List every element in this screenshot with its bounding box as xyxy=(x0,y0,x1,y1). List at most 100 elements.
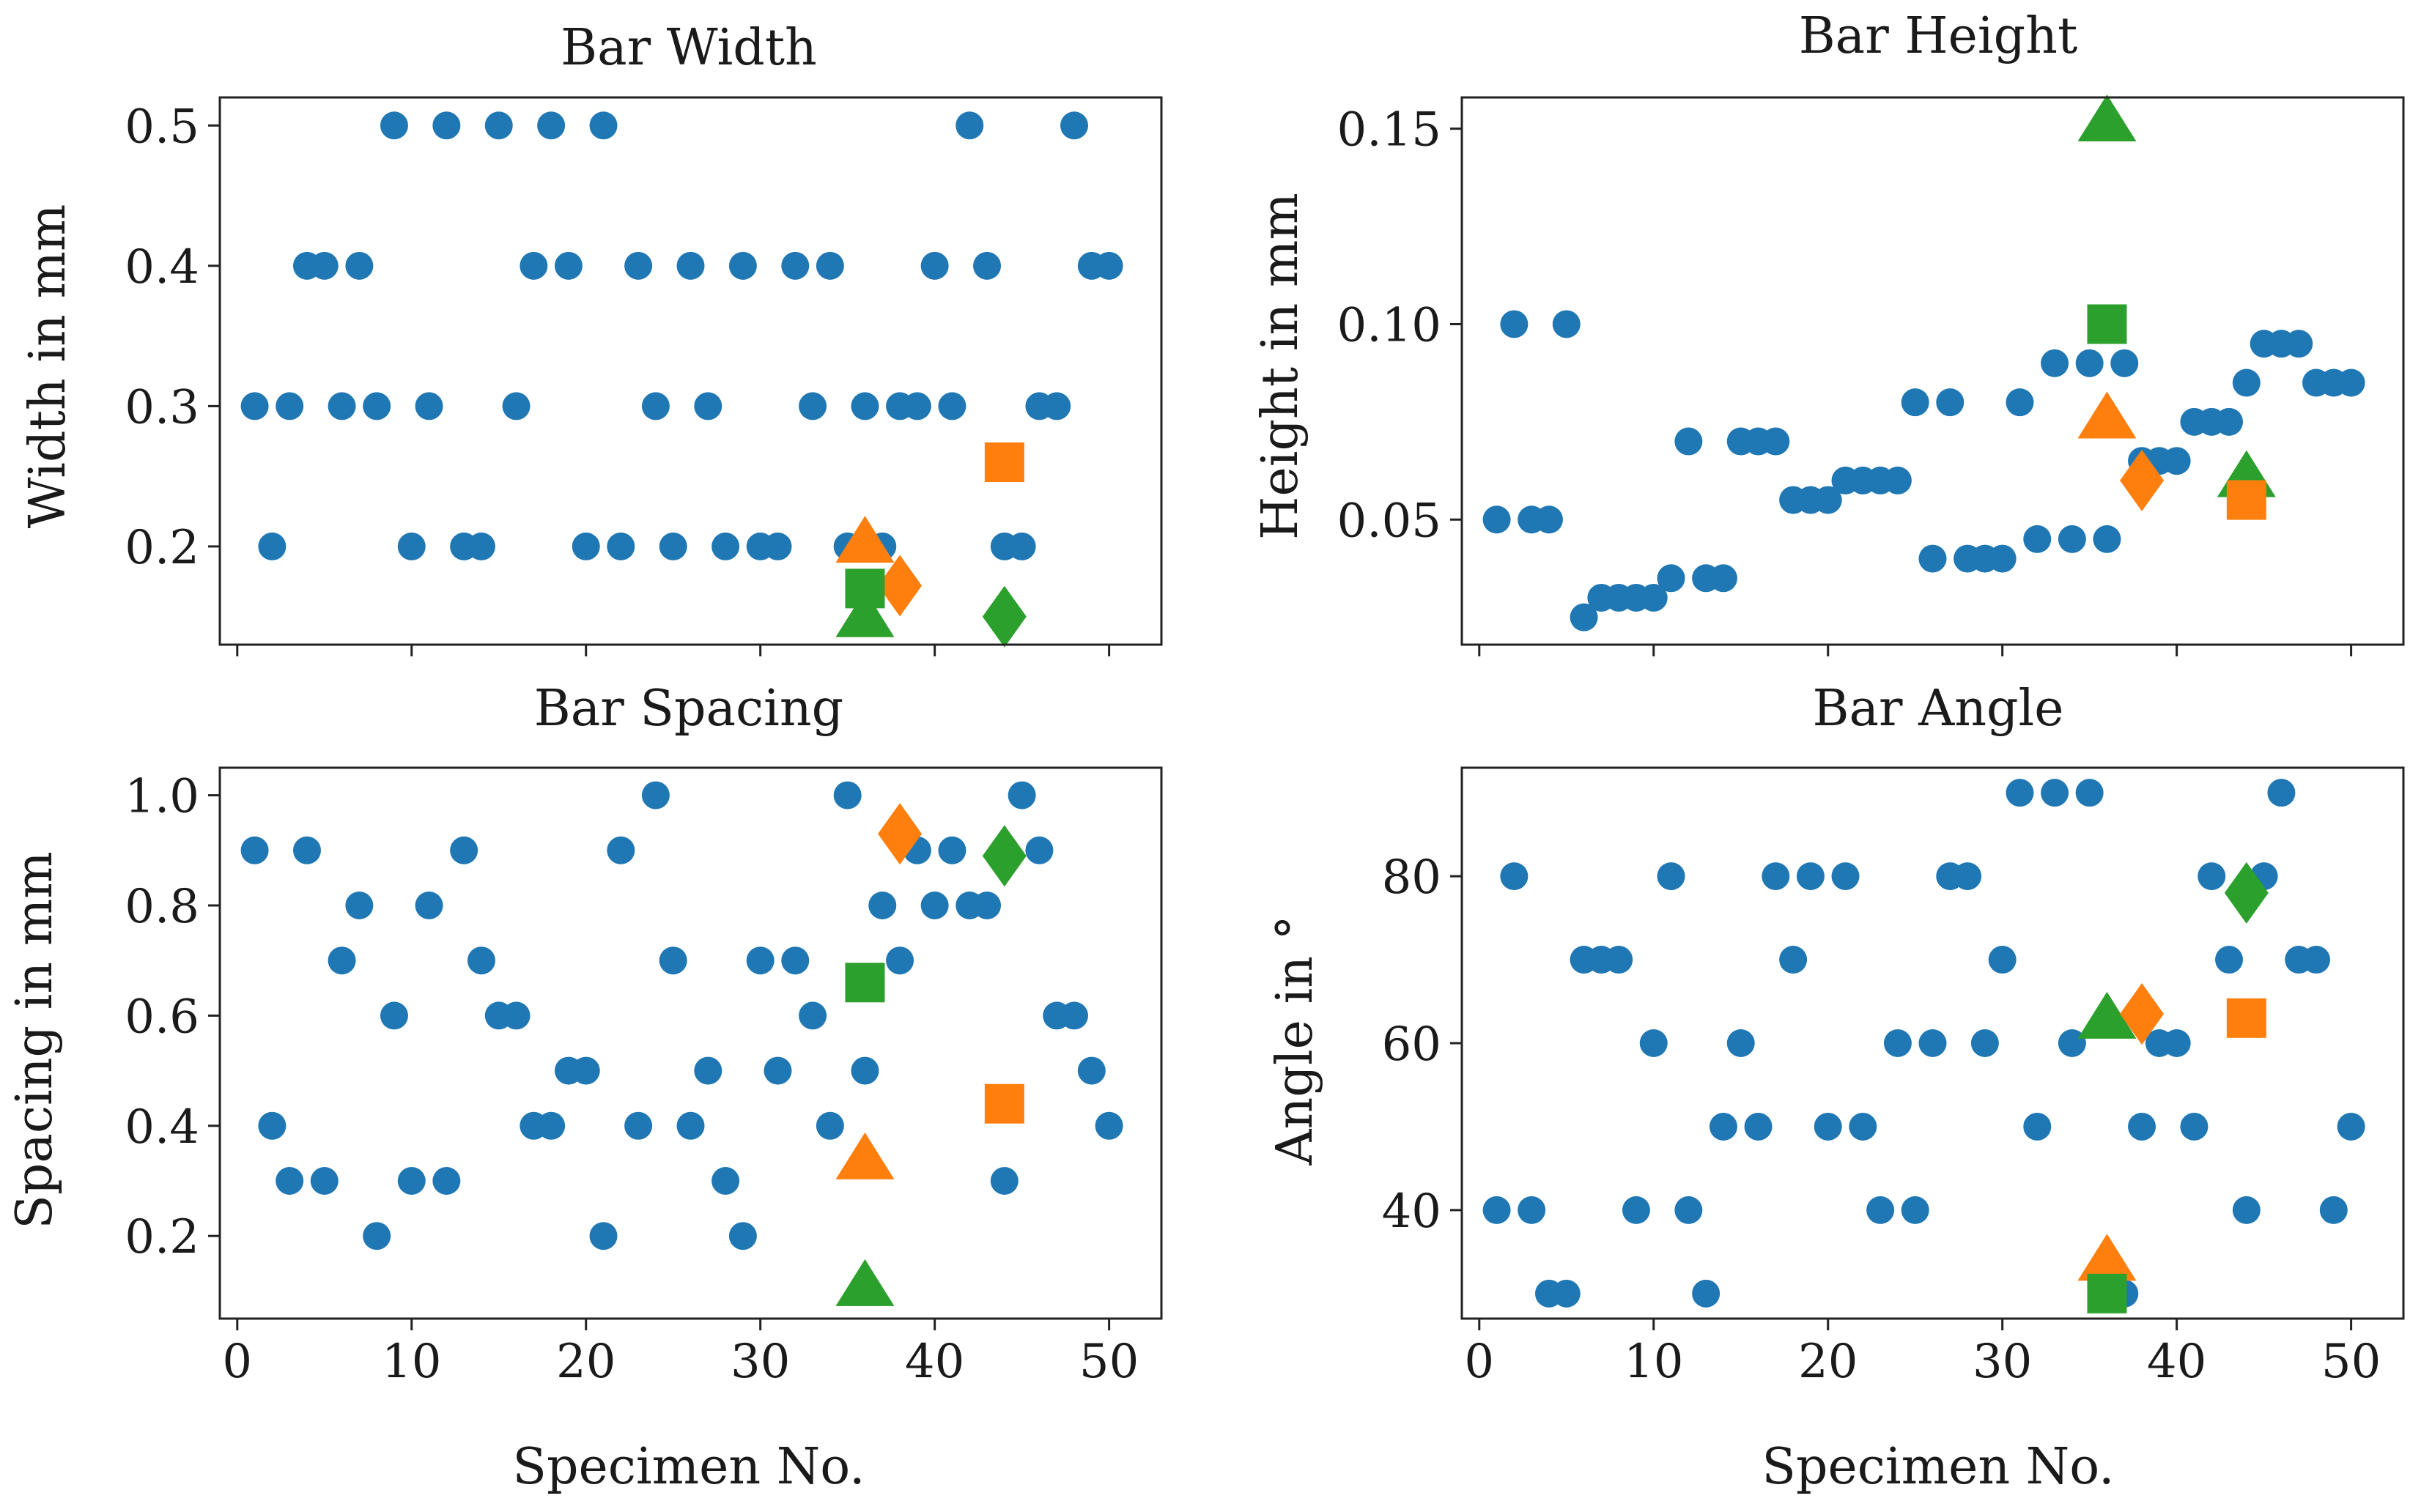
data-point-circle xyxy=(589,1222,618,1250)
data-point-circle xyxy=(764,1056,792,1085)
data-point-circle xyxy=(276,392,304,420)
data-point-circle xyxy=(2110,349,2139,377)
data-point-circle xyxy=(624,251,653,280)
y-tick-labels: 0.2 0.4 0.6 0.8 1.0 xyxy=(125,770,199,1265)
axis-ticks xyxy=(208,794,1111,1330)
data-point-circle xyxy=(1901,388,1929,417)
data-point-circle xyxy=(397,532,426,560)
data-point-circle xyxy=(799,1001,827,1030)
data-point-circle xyxy=(2162,447,2191,475)
data-point-circle xyxy=(799,392,827,420)
data-points xyxy=(1482,779,2365,1313)
data-point-circle xyxy=(1779,946,1808,974)
data-point-circle xyxy=(2128,1112,2156,1141)
data-point-circle xyxy=(624,1111,653,1140)
data-point-circle xyxy=(2215,407,2244,436)
data-point-square xyxy=(2226,998,2266,1038)
plot-frame xyxy=(1460,766,2405,1320)
x-axis-label: Specimen No. xyxy=(512,1438,865,1496)
y-tick-label: 1.0 xyxy=(125,770,199,824)
data-point-triangle xyxy=(835,1132,895,1179)
data-point-triangle xyxy=(2077,1234,2137,1281)
data-point-circle xyxy=(328,946,356,975)
axis-ticks xyxy=(208,124,1111,656)
data-point-circle xyxy=(1095,1111,1123,1140)
data-point-circle xyxy=(240,392,269,420)
data-point-circle xyxy=(1500,862,1529,891)
data-point-circle xyxy=(1008,532,1036,560)
y-tick-labels: 0.2 0.3 0.4 0.5 xyxy=(125,100,199,575)
data-point-circle xyxy=(1709,564,1737,593)
data-point-circle xyxy=(1008,781,1036,809)
data-point-circle xyxy=(1936,388,1964,417)
data-point-circle xyxy=(1095,251,1123,280)
data-point-diamond xyxy=(2120,449,2165,511)
data-point-circle xyxy=(572,1056,600,1085)
y-tick-label: 0.6 xyxy=(125,990,199,1044)
data-point-triangle xyxy=(2077,94,2137,142)
data-point-circle xyxy=(589,111,618,140)
data-point-circle xyxy=(711,1167,740,1195)
plot-frame xyxy=(218,96,1163,646)
data-point-circle xyxy=(1901,1196,1929,1224)
data-point-diamond xyxy=(982,825,1027,887)
data-point-circle xyxy=(276,1167,304,1195)
x-tick-label: 0 xyxy=(1464,1335,1494,1389)
data-points xyxy=(240,781,1123,1306)
panel-bar-angle: Bar Angle Angle in ° Specimen No. 40 60 80… xyxy=(1266,680,2405,1496)
data-point-circle xyxy=(1674,427,1703,456)
data-point-square xyxy=(984,442,1024,482)
data-point-circle xyxy=(1726,1029,1755,1057)
panel-title: Bar Spacing xyxy=(534,680,843,738)
data-point-circle xyxy=(973,892,1002,919)
data-point-circle xyxy=(432,1167,461,1195)
data-point-circle xyxy=(607,836,635,864)
data-point-circle xyxy=(920,892,949,919)
data-point-circle xyxy=(380,1001,408,1030)
data-point-circle xyxy=(1060,1001,1089,1030)
data-point-circle xyxy=(2302,946,2331,974)
data-point-circle xyxy=(1043,392,1071,420)
data-point-circle xyxy=(973,251,1002,280)
data-point-circle xyxy=(1639,1029,1668,1057)
data-point-circle xyxy=(2075,779,2104,807)
x-axis-label: Specimen No. xyxy=(1762,1438,2114,1496)
data-point-circle xyxy=(2198,862,2226,891)
data-point-square xyxy=(2087,1273,2127,1313)
data-point-circle xyxy=(1866,1196,1895,1224)
data-point-circle xyxy=(1883,466,1912,494)
data-point-circle xyxy=(1988,946,2017,974)
data-point-triangle xyxy=(835,1259,895,1306)
data-point-circle xyxy=(781,251,810,280)
data-point-circle xyxy=(1814,486,1842,514)
data-point-circle xyxy=(2058,525,2086,553)
y-tick-label: 0.4 xyxy=(125,1100,199,1155)
data-point-circle xyxy=(1552,310,1581,338)
x-tick-labels: 0 10 20 30 40 50 xyxy=(222,1335,1139,1389)
data-point-circle xyxy=(851,1056,879,1085)
data-point-circle xyxy=(1657,862,1685,891)
y-tick-label: 0.05 xyxy=(1337,494,1442,548)
data-point-circle xyxy=(746,946,775,975)
data-point-circle xyxy=(2006,388,2034,417)
data-point-circle xyxy=(345,892,374,919)
axis-ticks xyxy=(1450,875,2353,1330)
data-point-circle xyxy=(1883,1029,1912,1057)
data-point-diamond xyxy=(2224,861,2269,924)
y-tick-label: 0.3 xyxy=(125,380,199,434)
data-point-circle xyxy=(537,1111,566,1140)
data-points xyxy=(1482,94,2365,631)
data-point-circle xyxy=(1744,1112,1773,1141)
data-point-circle xyxy=(1657,564,1685,593)
data-point-circle xyxy=(537,111,566,140)
data-point-square xyxy=(2226,480,2266,520)
data-point-circle xyxy=(415,892,443,919)
data-point-circle xyxy=(2215,946,2244,974)
data-point-circle xyxy=(728,251,757,280)
panel-bar-spacing: Bar Spacing Spacing in mm Specimen No. 0… xyxy=(6,680,1163,1496)
data-point-circle xyxy=(1482,1196,1511,1224)
data-point-circle xyxy=(2041,779,2069,807)
y-tick-label: 80 xyxy=(1382,850,1441,905)
data-point-circle xyxy=(1534,505,1563,534)
